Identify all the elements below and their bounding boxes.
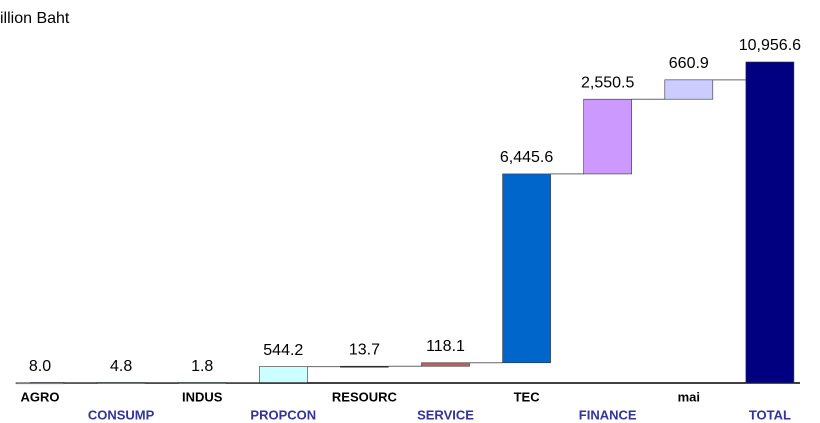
x-tick-label: CONSUMP: [88, 407, 155, 422]
bar: [745, 61, 795, 384]
bar: [177, 382, 227, 384]
x-tick-label: FINANCE: [579, 407, 637, 422]
bar: [340, 365, 389, 368]
value-label: 660.9: [669, 55, 709, 72]
bar: [502, 173, 551, 364]
bar: [15, 382, 65, 385]
value-label: 4.8: [110, 358, 132, 375]
x-tick-label: INDUS: [182, 389, 223, 404]
value-label: 118.1: [426, 338, 465, 355]
bar: [96, 382, 146, 384]
value-label: 8.0: [29, 358, 51, 375]
bar: [583, 98, 633, 175]
x-tick-label: SERVICE: [417, 407, 474, 422]
x-tick-label: AGRO: [21, 389, 60, 404]
x-tick-label: RESOURC: [332, 389, 398, 404]
value-label: 6,445.6: [500, 149, 553, 166]
bar: [664, 79, 714, 100]
x-tick-label: TOTAL: [749, 407, 791, 422]
value-label: 2,550.5: [581, 74, 634, 91]
value-label: 10,956.6: [739, 37, 801, 54]
bar: [258, 366, 308, 383]
bar: [421, 362, 470, 367]
value-label: 13.7: [349, 341, 380, 358]
value-label: 544.2: [263, 342, 303, 359]
x-tick-label: mai: [678, 389, 700, 404]
chart-title: illion Baht: [0, 10, 70, 27]
value-label: 1.8: [191, 358, 213, 375]
x-tick-label: PROPCON: [250, 407, 316, 422]
x-tick-label: TEC: [514, 389, 541, 404]
